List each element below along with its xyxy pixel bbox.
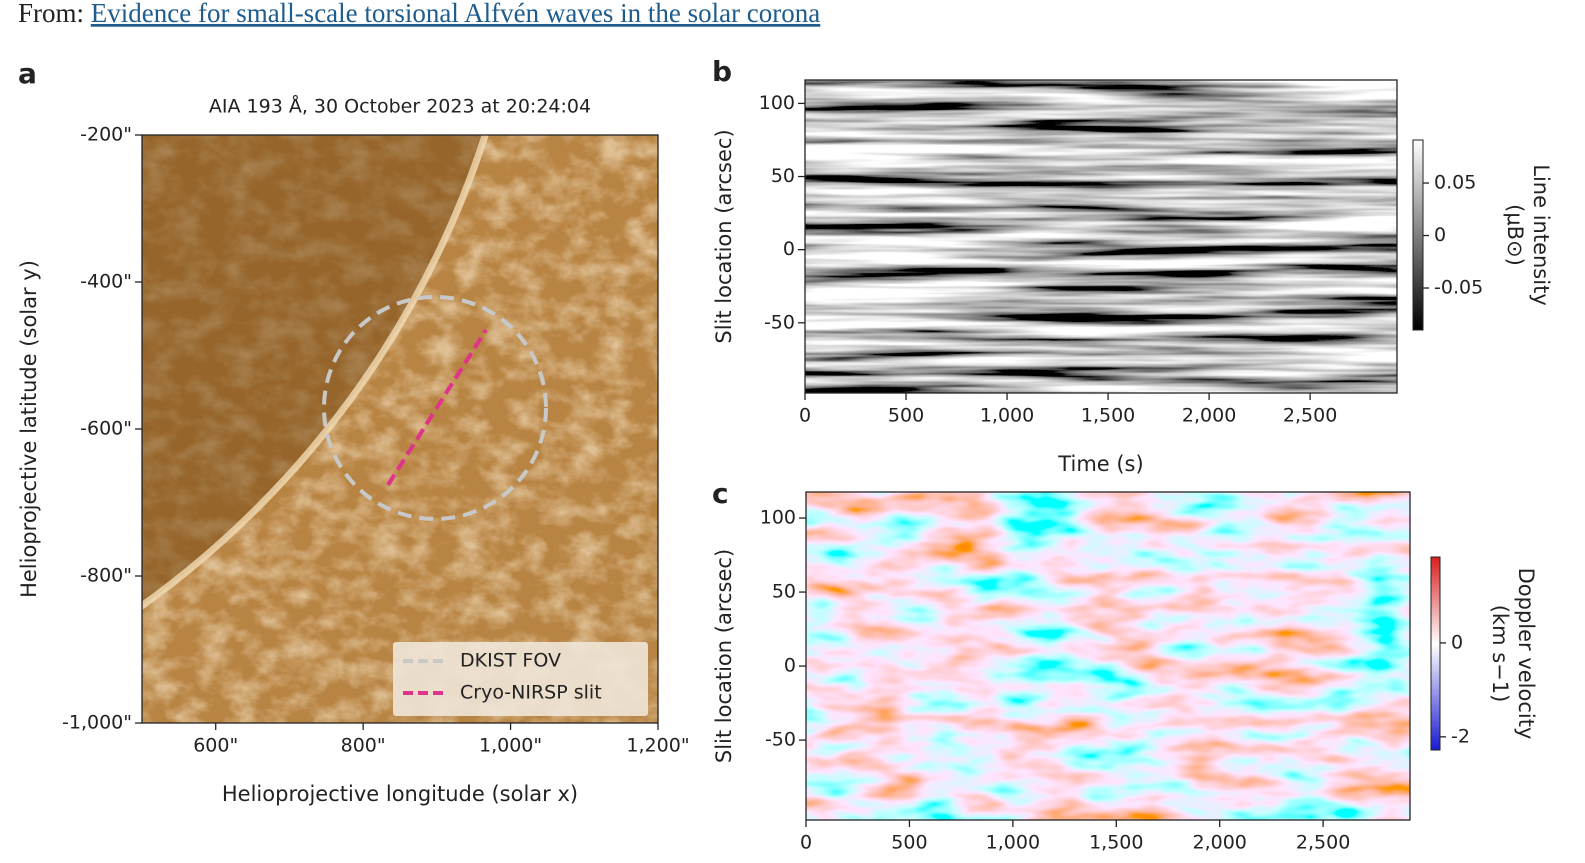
y-axis-label: Slit location (arcsec) [712, 549, 736, 763]
x-tick-label: 0 [799, 405, 811, 427]
colorbar-tick-label: 0 [1434, 224, 1446, 246]
y-axis-label: Helioprojective latitude (solar y) [17, 260, 41, 598]
y-tick-label: -1,000" [62, 712, 132, 734]
x-tick-label: 600" [193, 735, 238, 757]
intensity-map [805, 80, 1397, 393]
x-tick-label: 500 [891, 832, 927, 854]
x-tick-label: 1,500 [1081, 405, 1135, 427]
colorbar-tick-label: 0 [1451, 631, 1463, 653]
colorbar-label: (μB⊙) [1503, 204, 1527, 266]
panel-label: a [18, 57, 37, 90]
colorbar-tick-label: 0.05 [1434, 172, 1476, 194]
panel-label: c [712, 477, 729, 510]
y-tick-label: 0 [784, 655, 796, 677]
y-tick-label: -800" [80, 565, 132, 587]
aia-image [142, 135, 658, 723]
y-tick-label: -200" [80, 124, 132, 146]
x-tick-label: 1,000 [986, 832, 1040, 854]
y-tick-label: 0 [783, 238, 795, 260]
colorbar-label: (km s−1) [1488, 605, 1512, 703]
x-tick-label: 1,500 [1089, 832, 1143, 854]
x-tick-label: 2,500 [1296, 832, 1350, 854]
x-tick-label: 2,000 [1182, 405, 1236, 427]
legend-label: Cryo-NIRSP slit [460, 682, 602, 704]
panel-label: b [712, 55, 732, 88]
colorbar-tick-label: -0.05 [1434, 277, 1483, 299]
cryo-nirsp-slit [386, 328, 488, 487]
x-tick-label: 0 [800, 832, 812, 854]
dkist-fov [322, 295, 548, 521]
y-tick-label: 100 [760, 507, 796, 529]
colorbar-label: Line intensity [1529, 164, 1553, 305]
x-tick-label: 1,000" [479, 735, 542, 757]
y-tick-label: -50 [764, 311, 795, 333]
header-prefix: From: [18, 0, 84, 28]
panel-title: AIA 193 Å, 30 October 2023 at 20:24:04 [209, 95, 591, 118]
x-tick-label: 500 [888, 405, 924, 427]
colorbar-label: Doppler velocity [1514, 568, 1538, 740]
y-axis-label: Slit location (arcsec) [712, 129, 736, 343]
legend-label: DKIST FOV [460, 650, 561, 672]
x-axis-label: Time (s) [1057, 452, 1143, 476]
colorbar [1412, 139, 1424, 331]
header: From: Evidence for small-scale torsional… [18, 0, 820, 28]
y-tick-label: 100 [759, 92, 795, 114]
y-tick-label: -600" [80, 418, 132, 440]
article-link[interactable]: Evidence for small-scale torsional Alfvé… [91, 0, 821, 28]
legend [393, 642, 648, 716]
x-tick-label: 2,500 [1283, 405, 1337, 427]
axes-frame [805, 491, 1411, 821]
y-tick-label: -400" [80, 271, 132, 293]
y-tick-label: -50 [765, 729, 796, 751]
colorbar [1430, 556, 1441, 751]
x-axis-label: Helioprojective longitude (solar x) [222, 782, 578, 806]
colorbar-tick-label: -2 [1451, 725, 1470, 747]
axes-frame [804, 79, 1398, 394]
x-tick-label: 1,200" [626, 735, 689, 757]
x-tick-label: 1,000 [980, 405, 1034, 427]
doppler-map [806, 492, 1410, 820]
x-tick-label: 2,000 [1192, 832, 1246, 854]
x-tick-label: 800" [341, 735, 386, 757]
y-tick-label: 50 [771, 165, 795, 187]
y-tick-label: 50 [772, 581, 796, 603]
